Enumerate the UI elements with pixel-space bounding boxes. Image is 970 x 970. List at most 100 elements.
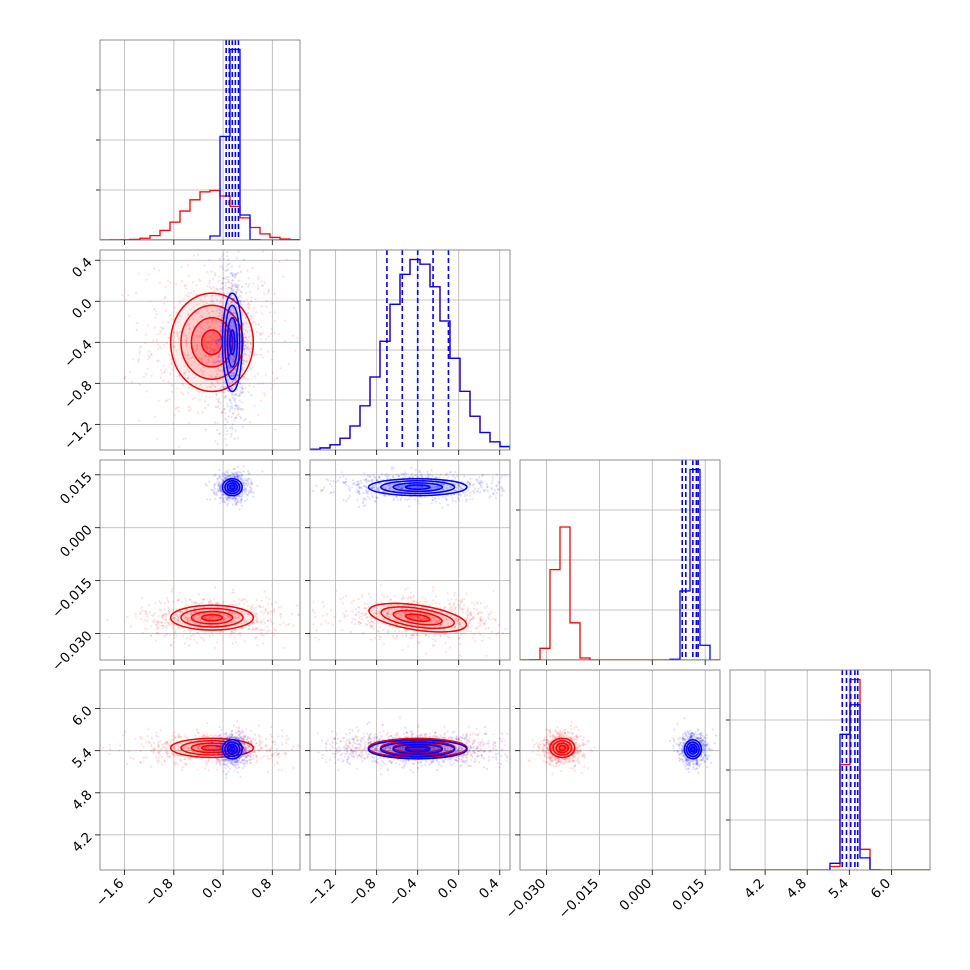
- contour-red-2-0-0: [200, 613, 224, 622]
- density-blue-2-1-2: [393, 482, 443, 492]
- contour-red-3-2-3: [549, 737, 576, 759]
- contour-red-2-0-2: [180, 607, 244, 628]
- panel-1-0: −1.2 −0.8 −0.4 0.0 0.4: [61, 249, 301, 455]
- xtick-label-3-3: 6.0: [868, 876, 895, 903]
- contour-red-1-0-2: [180, 304, 244, 380]
- ytick-label-2-0: −0.030: [49, 628, 96, 675]
- panel-3-2: −0.030 −0.015 0.000 0.015: [503, 669, 721, 923]
- xtick-label-2-1: −0.015: [556, 876, 603, 923]
- contour-red-2-0-1: [190, 610, 234, 625]
- frame-3-1: [309, 669, 511, 871]
- xtick-label-1-1: −0.8: [345, 876, 379, 910]
- density-red-2-0-3: [201, 614, 223, 621]
- density-blue-1-0-2: [227, 317, 238, 367]
- xtick-label-1-0: −1.2: [304, 876, 338, 910]
- density-red-1-0-1: [180, 305, 244, 380]
- density-blue-3-1-3: [405, 746, 431, 752]
- hist-red-2: [520, 526, 720, 660]
- density-red-2-0-2: [191, 611, 233, 624]
- panel-3-1: −1.2 −0.8 −0.4 0.0 0.4: [304, 669, 511, 910]
- ytick-label-1-0: −1.2: [61, 419, 95, 453]
- contour-blue-3-2-2: [685, 741, 700, 758]
- contour-blue-2-1-0: [404, 484, 431, 491]
- density-blue-2-1-3: [405, 485, 431, 490]
- contour-red-2-1-2: [380, 606, 455, 630]
- ytick-label-2-1: −0.015: [49, 575, 96, 622]
- xtick-label-3-2: 5.4: [826, 876, 853, 903]
- contour-red-1-0-3: [169, 292, 255, 393]
- contour-blue-3-1-3: [367, 739, 468, 760]
- contour-red-3-0-1: [190, 742, 234, 754]
- frame-2-2: [519, 459, 721, 661]
- contour-red-3-2-1: [555, 742, 570, 754]
- contour-red-2-1-1: [392, 609, 443, 626]
- panel-1-1: [306, 249, 511, 455]
- panel-3-3: 4.2 4.8 5.4 6.0: [726, 669, 931, 903]
- ytick-label-1-1: −0.8: [61, 378, 95, 412]
- contour-blue-3-0-0: [229, 746, 236, 753]
- xtick-label-2-0: −0.030: [503, 876, 550, 923]
- xtick-label-2-3: 0.015: [669, 876, 708, 915]
- frame-3-3: [729, 669, 931, 871]
- contour-blue-2-0-1: [226, 482, 238, 493]
- xtick-label-1-3: 0.0: [435, 876, 462, 903]
- contour-blue-2-0-3: [221, 477, 243, 497]
- ytick-label-3-1: 4.8: [69, 787, 96, 814]
- panel-3-0: −1.6 −0.8 0.0 0.8 4.2 4.8 5.4 6.0: [69, 669, 301, 910]
- contour-red-3-2-2: [552, 739, 573, 756]
- contour-blue-1-0-3: [221, 292, 243, 393]
- ytick-label-1-2: −0.4: [61, 337, 95, 371]
- ytick-label-3-2: 5.4: [69, 745, 96, 772]
- contour-red-3-0-3: [169, 737, 255, 759]
- xtick-label-0-2: 0.0: [199, 876, 226, 903]
- density-blue-2-0-2: [227, 482, 238, 492]
- xtick-label-0-3: 0.8: [249, 876, 276, 903]
- density-blue-3-0-3: [229, 746, 235, 752]
- contour-blue-2-1-1: [392, 482, 444, 493]
- frame-3-0: [99, 669, 301, 871]
- xtick-label-3-0: 4.2: [741, 876, 768, 903]
- hist-red-3: [730, 678, 930, 870]
- frame-1-1: [309, 249, 511, 451]
- frame-3-2: [519, 669, 721, 871]
- contour-red-3-2-0: [558, 744, 567, 752]
- contour-blue-3-1-0: [404, 746, 431, 753]
- contour-blue-3-0-2: [224, 741, 241, 758]
- hist-blue-2: [520, 468, 720, 660]
- density-red-1-0-3: [201, 330, 223, 355]
- contour-blue-1-0-2: [224, 304, 241, 380]
- density-blue-3-1-2: [393, 744, 443, 755]
- ytick-label-3-0: 4.2: [69, 829, 96, 856]
- ytick-label-3-3: 6.0: [69, 703, 96, 730]
- contour-red-2-1-0: [404, 613, 431, 622]
- xtick-label-3-1: 4.8: [784, 876, 811, 903]
- contour-blue-3-2-1: [687, 743, 698, 755]
- contour-blue-2-0-2: [224, 480, 241, 495]
- density-blue-3-0-2: [227, 744, 238, 755]
- xtick-label-1-4: 0.4: [476, 876, 503, 903]
- contour-blue-1-0-1: [226, 316, 238, 368]
- contour-blue-1-0-0: [229, 329, 236, 356]
- density-red-3-0-3: [201, 745, 223, 751]
- density-blue-1-0-3: [229, 330, 235, 355]
- contour-red-3-1-0: [404, 744, 431, 752]
- frame-2-0: [99, 459, 301, 661]
- panel-2-1: [305, 459, 511, 665]
- contour-blue-3-0-1: [226, 743, 238, 755]
- contour-red-1-0-1: [190, 316, 234, 368]
- ytick-label-1-3: 0.0: [69, 296, 96, 323]
- contour-blue-3-2-3: [683, 739, 703, 760]
- contour-blue-2-0-0: [229, 484, 236, 491]
- frame-2-1: [309, 459, 511, 661]
- xtick-label-2-2: 0.000: [616, 876, 655, 915]
- hist-red-0: [100, 189, 300, 240]
- contour-blue-2-1-3: [367, 477, 468, 497]
- contour-blue-3-1-2: [380, 741, 456, 758]
- ytick-label-1-4: 0.4: [69, 255, 96, 282]
- panel-0-0: [96, 39, 301, 245]
- hist-blue-3: [730, 704, 930, 870]
- ytick-label-2-3: 0.015: [57, 469, 96, 508]
- density-red-3-2-3: [559, 745, 566, 751]
- xtick-label-0-0: −1.6: [93, 876, 127, 910]
